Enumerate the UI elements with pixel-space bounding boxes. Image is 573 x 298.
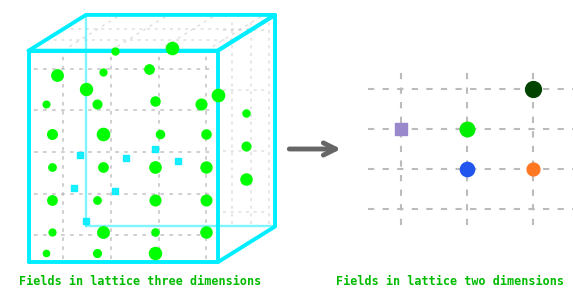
Text: Fields in lattice three dimensions: Fields in lattice three dimensions [19,275,261,288]
Point [242,176,251,181]
Point [47,230,56,235]
Point [150,147,159,151]
Point [156,132,165,136]
Point [47,132,56,136]
Point [150,197,159,202]
Point [81,218,91,223]
Point [93,251,102,256]
Point [110,48,119,53]
Point [202,132,211,136]
Point [202,230,211,235]
Point [173,159,182,163]
Point [70,185,79,190]
Point [41,251,50,256]
Text: Fields in lattice two dimensions: Fields in lattice two dimensions [336,275,564,288]
Point [99,164,108,169]
Point [213,93,222,98]
Point [150,230,159,235]
Point [99,132,108,136]
Point [41,102,50,107]
Point [144,66,154,71]
Point [47,164,56,169]
Point [397,126,406,131]
Point [110,188,119,193]
Point [81,87,91,92]
Point [196,102,205,107]
Point [76,153,85,157]
Point [167,45,176,50]
Point [202,164,211,169]
Point [93,102,102,107]
Point [462,167,472,172]
Point [99,69,108,74]
Point [121,156,131,160]
Point [47,197,56,202]
Point [93,197,102,202]
Point [150,251,159,256]
Point [150,99,159,104]
Point [462,126,472,131]
Point [528,167,537,172]
Point [242,144,251,148]
Point [202,197,211,202]
Point [242,111,251,116]
Point [99,230,108,235]
Point [53,72,62,77]
Point [150,164,159,169]
Point [528,86,537,91]
